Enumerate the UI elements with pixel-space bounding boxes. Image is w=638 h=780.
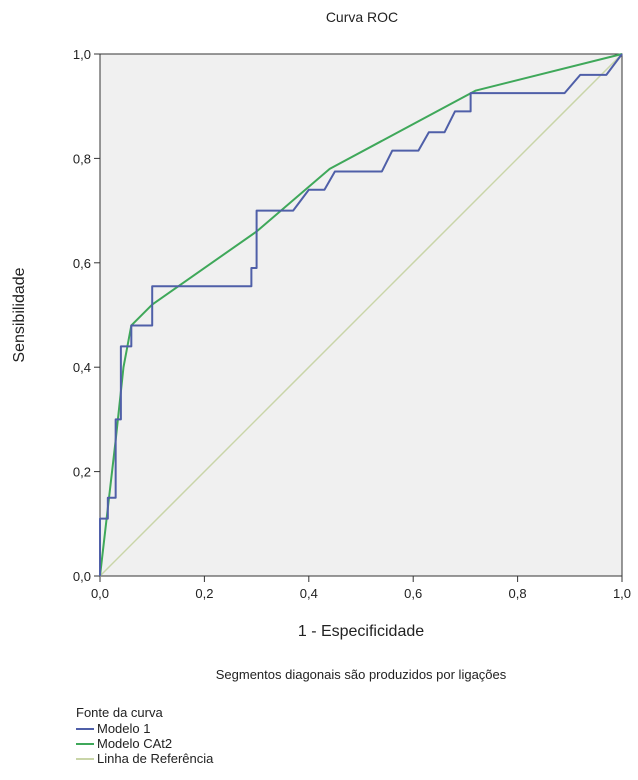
legend-swatch	[76, 727, 94, 730]
chart-title: Curva ROC	[326, 9, 398, 25]
x-tick-label: 1,0	[613, 586, 631, 601]
legend-swatch	[76, 757, 94, 760]
x-tick-label: 0,4	[300, 586, 318, 601]
legend-swatch	[76, 742, 94, 745]
legend: Fonte da curva Modelo 1 Modelo CAt2 Linh…	[76, 705, 213, 766]
legend-label: Modelo 1	[97, 721, 151, 736]
y-axis-label: Sensibilidade	[11, 267, 28, 362]
legend-item-modelo-cat2: Modelo CAt2	[76, 736, 213, 751]
legend-title: Fonte da curva	[76, 705, 163, 720]
legend-item-modelo-1: Modelo 1	[76, 721, 213, 736]
series-layer	[99, 53, 623, 577]
series-line-modelo-cat2	[99, 53, 623, 577]
y-tick-label: 0,8	[73, 151, 91, 166]
x-axis-label: 1 - Especificidade	[298, 623, 424, 640]
x-tick-label: 0,6	[404, 586, 422, 601]
y-axis: 0,0 0,2 0,4 0,6 0,8 1,0	[73, 47, 100, 584]
chart-note: Segmentos diagonais são produzidos por l…	[216, 667, 507, 682]
roc-chart: Curva ROC 0,00,20,40,60,81,0 0,0 0,2 0,4 0,…	[11, 9, 631, 682]
y-tick-label: 0,0	[73, 569, 91, 584]
series-line-linha-referencia	[99, 53, 623, 577]
x-tick-label: 0,8	[509, 586, 527, 601]
y-tick-label: 1,0	[73, 47, 91, 62]
series-line-modelo-1	[99, 53, 623, 576]
y-tick-label: 0,6	[73, 256, 91, 271]
y-tick-label: 0,4	[73, 360, 91, 375]
x-tick-label: 0,0	[91, 586, 109, 601]
x-tick-label: 0,2	[195, 586, 213, 601]
legend-item-linha-referencia: Linha de Referência	[76, 751, 213, 766]
legend-label: Modelo CAt2	[97, 736, 173, 751]
y-tick-label: 0,2	[73, 465, 91, 480]
x-axis: 0,0 0,2 0,4 0,6 0,8 1,0	[91, 576, 631, 601]
legend-label: Linha de Referência	[97, 751, 214, 766]
